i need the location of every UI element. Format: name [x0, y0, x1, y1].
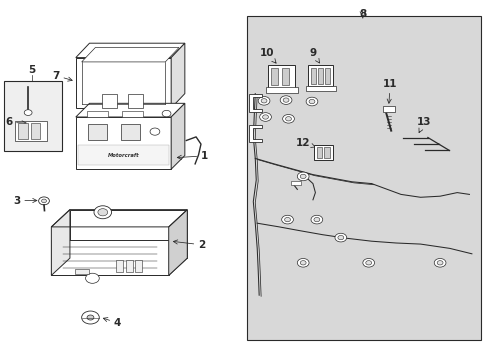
Bar — [16, 121, 47, 141]
Polygon shape — [70, 210, 187, 258]
Polygon shape — [51, 210, 70, 275]
Circle shape — [334, 233, 346, 242]
Text: 11: 11 — [382, 79, 397, 103]
Circle shape — [285, 117, 291, 121]
Polygon shape — [249, 94, 261, 112]
Bar — [310, 68, 315, 84]
Bar — [282, 68, 288, 85]
Circle shape — [94, 206, 111, 219]
Bar — [290, 181, 300, 185]
Bar — [314, 145, 332, 160]
Bar — [246, 16, 480, 340]
Circle shape — [259, 113, 271, 121]
Text: 4: 4 — [103, 318, 121, 328]
Text: 3: 3 — [14, 195, 37, 206]
Circle shape — [261, 99, 266, 103]
Bar — [125, 260, 132, 272]
Polygon shape — [249, 125, 261, 142]
Text: 2: 2 — [173, 240, 204, 250]
Bar — [324, 68, 329, 84]
Circle shape — [362, 258, 374, 267]
Circle shape — [297, 172, 308, 181]
Circle shape — [98, 209, 107, 216]
Text: 8: 8 — [359, 9, 366, 19]
Text: 12: 12 — [295, 138, 315, 148]
Polygon shape — [76, 103, 184, 117]
Bar — [324, 148, 329, 158]
Circle shape — [300, 261, 305, 265]
Polygon shape — [171, 103, 184, 169]
Circle shape — [262, 115, 268, 119]
Circle shape — [87, 315, 94, 320]
Circle shape — [433, 258, 445, 267]
Bar — [4, 81, 61, 151]
Circle shape — [280, 96, 291, 104]
Circle shape — [337, 235, 343, 240]
Circle shape — [24, 110, 32, 116]
Bar — [307, 65, 333, 86]
Bar — [382, 106, 394, 112]
Circle shape — [41, 199, 46, 203]
Circle shape — [310, 215, 322, 224]
Bar — [271, 68, 278, 85]
Bar — [19, 123, 27, 139]
Bar — [265, 87, 297, 93]
Polygon shape — [51, 258, 187, 275]
Bar — [76, 58, 171, 108]
Bar — [102, 94, 117, 108]
Text: 5: 5 — [28, 64, 35, 75]
Text: 1: 1 — [177, 151, 207, 161]
Circle shape — [281, 215, 293, 224]
Bar — [75, 269, 89, 274]
Circle shape — [150, 128, 160, 135]
Text: 7: 7 — [52, 71, 72, 81]
Circle shape — [81, 311, 99, 324]
Polygon shape — [51, 240, 168, 275]
Text: 6: 6 — [5, 117, 26, 127]
Circle shape — [436, 261, 442, 265]
Text: 13: 13 — [416, 117, 430, 132]
Circle shape — [258, 96, 269, 105]
Polygon shape — [76, 43, 184, 58]
Polygon shape — [168, 210, 187, 275]
Bar — [76, 117, 171, 169]
Bar — [88, 124, 107, 140]
Bar — [116, 260, 122, 272]
Text: Motorcraft: Motorcraft — [107, 153, 139, 158]
Text: 9: 9 — [309, 48, 319, 63]
Bar — [121, 124, 140, 140]
Bar — [316, 148, 322, 158]
Circle shape — [305, 97, 317, 106]
Bar — [317, 68, 322, 84]
Circle shape — [313, 217, 319, 222]
Circle shape — [365, 261, 371, 265]
Bar — [87, 111, 108, 117]
Circle shape — [308, 99, 314, 104]
Polygon shape — [81, 48, 179, 62]
Circle shape — [284, 217, 290, 222]
Bar — [267, 65, 295, 88]
Bar — [305, 86, 335, 91]
Bar — [128, 94, 142, 108]
Bar — [78, 145, 168, 165]
Circle shape — [162, 110, 171, 117]
Circle shape — [282, 114, 294, 123]
Bar — [31, 123, 40, 139]
Bar — [135, 260, 142, 272]
Circle shape — [39, 197, 49, 205]
Circle shape — [297, 258, 308, 267]
Text: 10: 10 — [260, 48, 276, 63]
Bar — [122, 111, 142, 117]
Circle shape — [85, 273, 99, 283]
Circle shape — [283, 98, 288, 102]
Polygon shape — [171, 43, 184, 108]
Circle shape — [300, 174, 305, 179]
